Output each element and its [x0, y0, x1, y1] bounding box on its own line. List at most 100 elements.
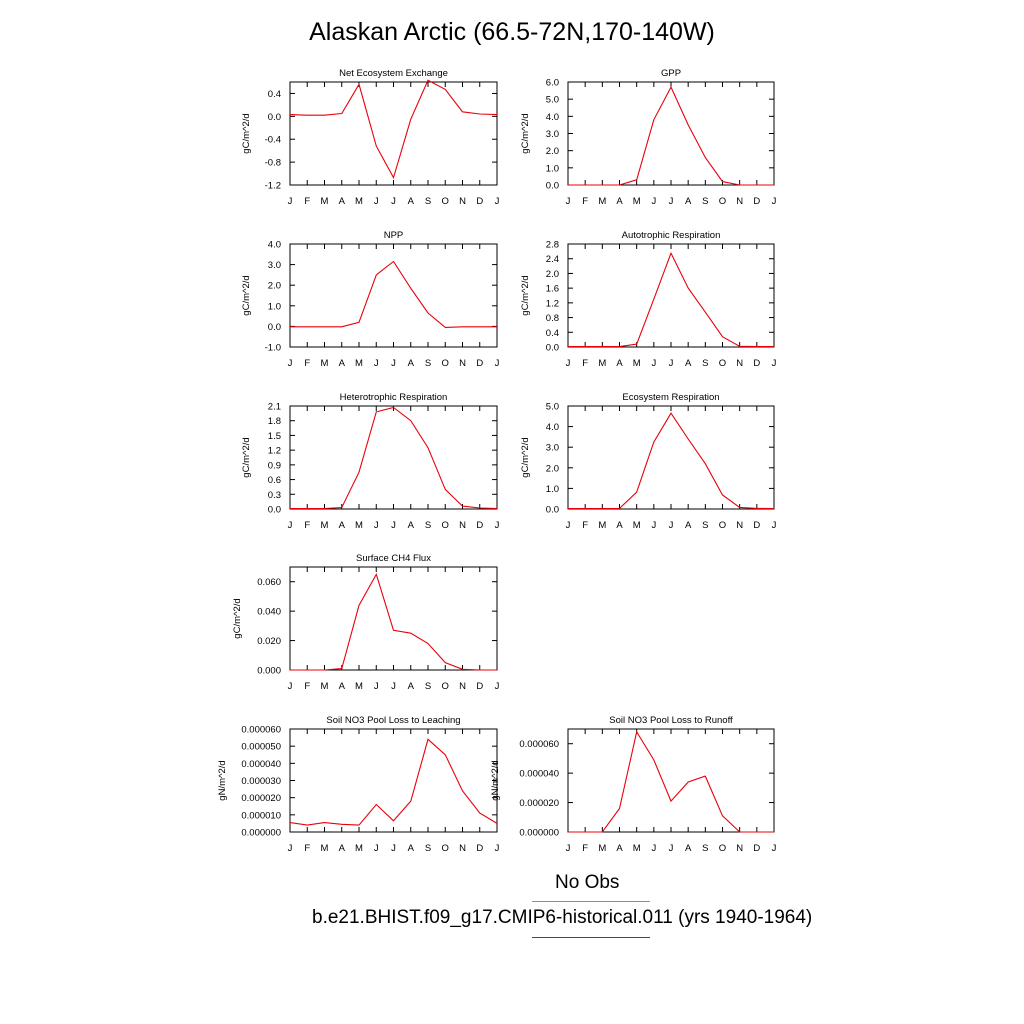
panel-title: Surface CH4 Flux	[356, 553, 431, 564]
x-tick-label: J	[374, 358, 379, 369]
y-axis-label: gC/m^2/d	[241, 437, 252, 477]
x-tick-label: F	[304, 681, 310, 692]
x-tick-label: S	[425, 681, 431, 692]
x-tick-label: S	[425, 843, 431, 854]
x-tick-label: J	[391, 681, 396, 692]
x-tick-label: O	[442, 681, 449, 692]
panel-title: Net Ecosystem Exchange	[339, 68, 448, 79]
x-tick-label: A	[339, 843, 346, 854]
series-line	[568, 730, 774, 833]
y-tick-label: 0.000010	[241, 810, 281, 821]
figure-title: Alaskan Arctic (66.5-72N,170-140W)	[309, 18, 715, 46]
y-tick-label: 5.0	[546, 402, 559, 413]
x-tick-label: A	[339, 520, 346, 531]
y-tick-label: 0.0	[546, 505, 559, 516]
y-tick-label: 1.2	[546, 298, 559, 309]
y-tick-label: 0.000060	[241, 725, 281, 736]
x-tick-label: J	[374, 196, 379, 207]
x-tick-label: D	[476, 843, 483, 854]
y-tick-label: 0.0	[268, 112, 281, 123]
panel-title: Soil NO3 Pool Loss to Leaching	[326, 715, 460, 726]
x-tick-label: O	[442, 196, 449, 207]
y-tick-label: 1.0	[546, 163, 559, 174]
y-tick-label: 0.0	[546, 343, 559, 354]
y-tick-label: 1.8	[268, 416, 281, 427]
y-tick-label: 0.000060	[519, 739, 559, 750]
y-axis-label: gC/m^2/d	[232, 598, 243, 638]
plot-frame	[289, 81, 498, 186]
panel-title: NPP	[384, 230, 404, 241]
x-tick-label: J	[669, 358, 674, 369]
y-tick-label: 0.000020	[241, 793, 281, 804]
y-tick-label: 1.5	[268, 431, 281, 442]
x-tick-label: M	[598, 843, 606, 854]
plot-frame	[567, 405, 775, 510]
x-tick-label: M	[321, 681, 329, 692]
x-tick-label: M	[633, 196, 641, 207]
x-tick-label: S	[702, 196, 708, 207]
x-tick-label: J	[495, 358, 500, 369]
panel-title: GPP	[661, 68, 681, 79]
plot-frame	[289, 405, 498, 510]
y-tick-label: -1.0	[265, 343, 281, 354]
x-tick-label: J	[391, 196, 396, 207]
y-tick-label: 0.000020	[519, 798, 559, 809]
y-tick-label: 0.060	[257, 577, 281, 588]
legend-model-line	[532, 937, 650, 938]
x-tick-label: N	[459, 843, 466, 854]
x-tick-label: D	[476, 358, 483, 369]
x-tick-label: F	[304, 843, 310, 854]
x-tick-label: J	[772, 843, 777, 854]
x-tick-label: A	[616, 196, 623, 207]
x-tick-label: J	[669, 520, 674, 531]
x-tick-label: F	[304, 520, 310, 531]
y-tick-label: -0.8	[265, 158, 281, 169]
y-tick-label: 3.0	[268, 260, 281, 271]
y-tick-label: 1.0	[268, 301, 281, 312]
y-tick-label: 0.040	[257, 607, 281, 618]
x-tick-label: O	[719, 358, 726, 369]
x-tick-label: A	[685, 196, 692, 207]
x-tick-label: A	[616, 843, 623, 854]
x-tick-label: D	[476, 196, 483, 207]
x-tick-label: O	[719, 196, 726, 207]
x-tick-label: J	[374, 681, 379, 692]
x-tick-label: J	[772, 196, 777, 207]
x-tick-label: J	[772, 520, 777, 531]
legend-model-label: b.e21.BHIST.f09_g17.CMIP6-historical.011…	[312, 907, 813, 928]
x-tick-label: M	[355, 520, 363, 531]
x-tick-label: J	[495, 196, 500, 207]
plot-frame	[289, 566, 498, 671]
x-tick-label: D	[753, 843, 760, 854]
series-line	[289, 79, 498, 180]
x-tick-label: M	[321, 843, 329, 854]
x-tick-label: J	[566, 520, 571, 531]
x-tick-label: A	[339, 358, 346, 369]
series-line	[568, 85, 774, 186]
x-tick-label: A	[339, 681, 346, 692]
y-tick-label: 1.2	[268, 446, 281, 457]
y-tick-label: 0.000	[257, 666, 281, 677]
x-tick-label: N	[736, 520, 743, 531]
plot-frame	[289, 243, 498, 348]
plot-frame	[567, 728, 775, 833]
x-tick-label: F	[582, 196, 588, 207]
x-tick-label: J	[288, 196, 293, 207]
x-tick-label: J	[669, 196, 674, 207]
x-tick-label: J	[391, 520, 396, 531]
y-tick-label: -0.4	[265, 135, 281, 146]
x-tick-label: M	[355, 681, 363, 692]
y-tick-label: 0.0	[268, 322, 281, 333]
x-tick-label: D	[753, 520, 760, 531]
panel-title: Ecosystem Respiration	[622, 392, 719, 403]
x-tick-label: F	[304, 196, 310, 207]
x-tick-label: M	[355, 843, 363, 854]
y-tick-label: 2.1	[268, 402, 281, 413]
x-tick-label: J	[288, 843, 293, 854]
x-tick-label: J	[374, 843, 379, 854]
x-tick-label: J	[772, 358, 777, 369]
panel-title: Heterotrophic Respiration	[340, 392, 448, 403]
x-tick-label: O	[442, 843, 449, 854]
